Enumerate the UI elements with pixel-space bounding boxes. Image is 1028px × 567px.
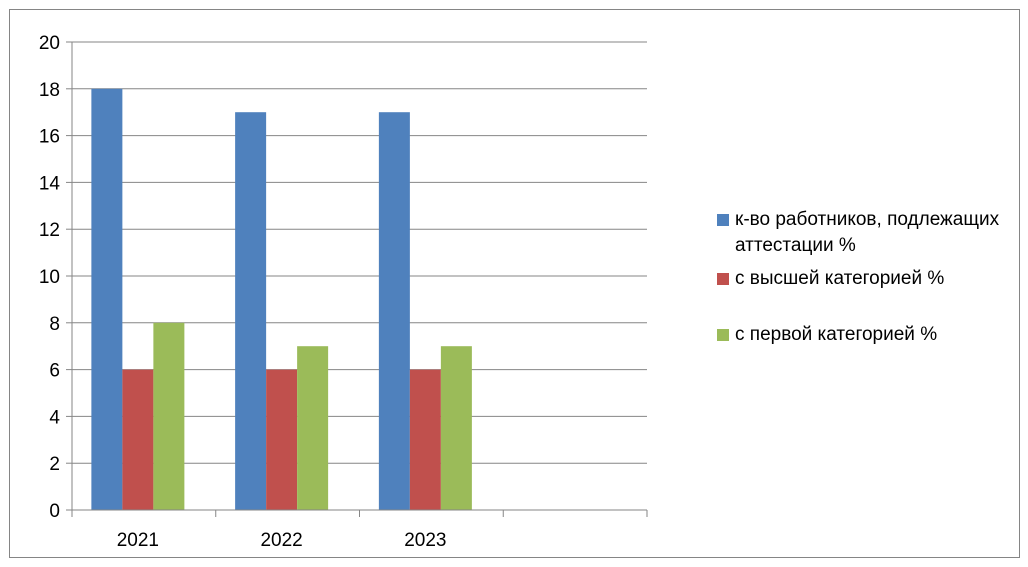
bar-2021-series-3 — [153, 322, 185, 510]
legend-swatch-series-1 — [717, 214, 729, 226]
bar-chart: 0 2 4 6 8 10 12 14 16 18 20 2021 2022 2023 — [39, 33, 648, 551]
y-tick-label-14: 14 — [39, 173, 61, 194]
bar-2022-series-3 — [297, 346, 329, 510]
legend-label-series-1: к-во работников, подлежащих аттестации % — [735, 209, 1000, 256]
x-tick-label-2022: 2022 — [260, 530, 302, 551]
legend: к-во работников, подлежащих аттестации %… — [717, 207, 1027, 348]
y-tick-label-10: 10 — [39, 267, 60, 288]
y-tick-label-0: 0 — [49, 501, 60, 522]
legend-label-series-3: с первой категорией % — [735, 324, 938, 345]
bar-2022-series-2 — [266, 369, 298, 510]
bar-2022-series-1 — [235, 112, 267, 510]
legend-item-series-3: с первой категорией % — [717, 322, 1027, 348]
chart-frame: 0 2 4 6 8 10 12 14 16 18 20 2021 2022 2023 к-во работ… — [9, 9, 1020, 558]
axes — [66, 41, 648, 517]
y-tick-label-20: 20 — [39, 33, 60, 54]
y-tick-label-2: 2 — [49, 454, 60, 475]
legend-item-series-1: к-во работников, подлежащих аттестации % — [717, 207, 1027, 259]
legend-label-series-2: с высшей категорией % — [735, 268, 945, 289]
x-tick-label-2021: 2021 — [117, 530, 159, 551]
bar-2021-series-1 — [91, 88, 123, 511]
bar-2021-series-2 — [122, 369, 154, 510]
legend-swatch-series-2 — [717, 273, 729, 285]
legend-item-series-2: с высшей категорией % — [717, 266, 1027, 292]
x-tick-label-2023: 2023 — [404, 530, 446, 551]
tick-labels: 0 2 4 6 8 10 12 14 16 18 20 2021 2022 2023 — [39, 33, 447, 551]
y-tick-label-4: 4 — [49, 407, 60, 428]
y-tick-label-16: 16 — [39, 127, 60, 148]
y-tick-label-8: 8 — [49, 314, 60, 335]
y-tick-label-18: 18 — [39, 80, 60, 101]
y-tick-label-6: 6 — [49, 361, 60, 382]
bar-2023-series-1 — [378, 112, 410, 510]
bar-2023-series-3 — [440, 346, 472, 510]
legend-swatch-series-3 — [717, 329, 729, 341]
bar-2023-series-2 — [409, 369, 441, 510]
y-tick-label-12: 12 — [39, 220, 60, 241]
bars — [91, 88, 472, 511]
